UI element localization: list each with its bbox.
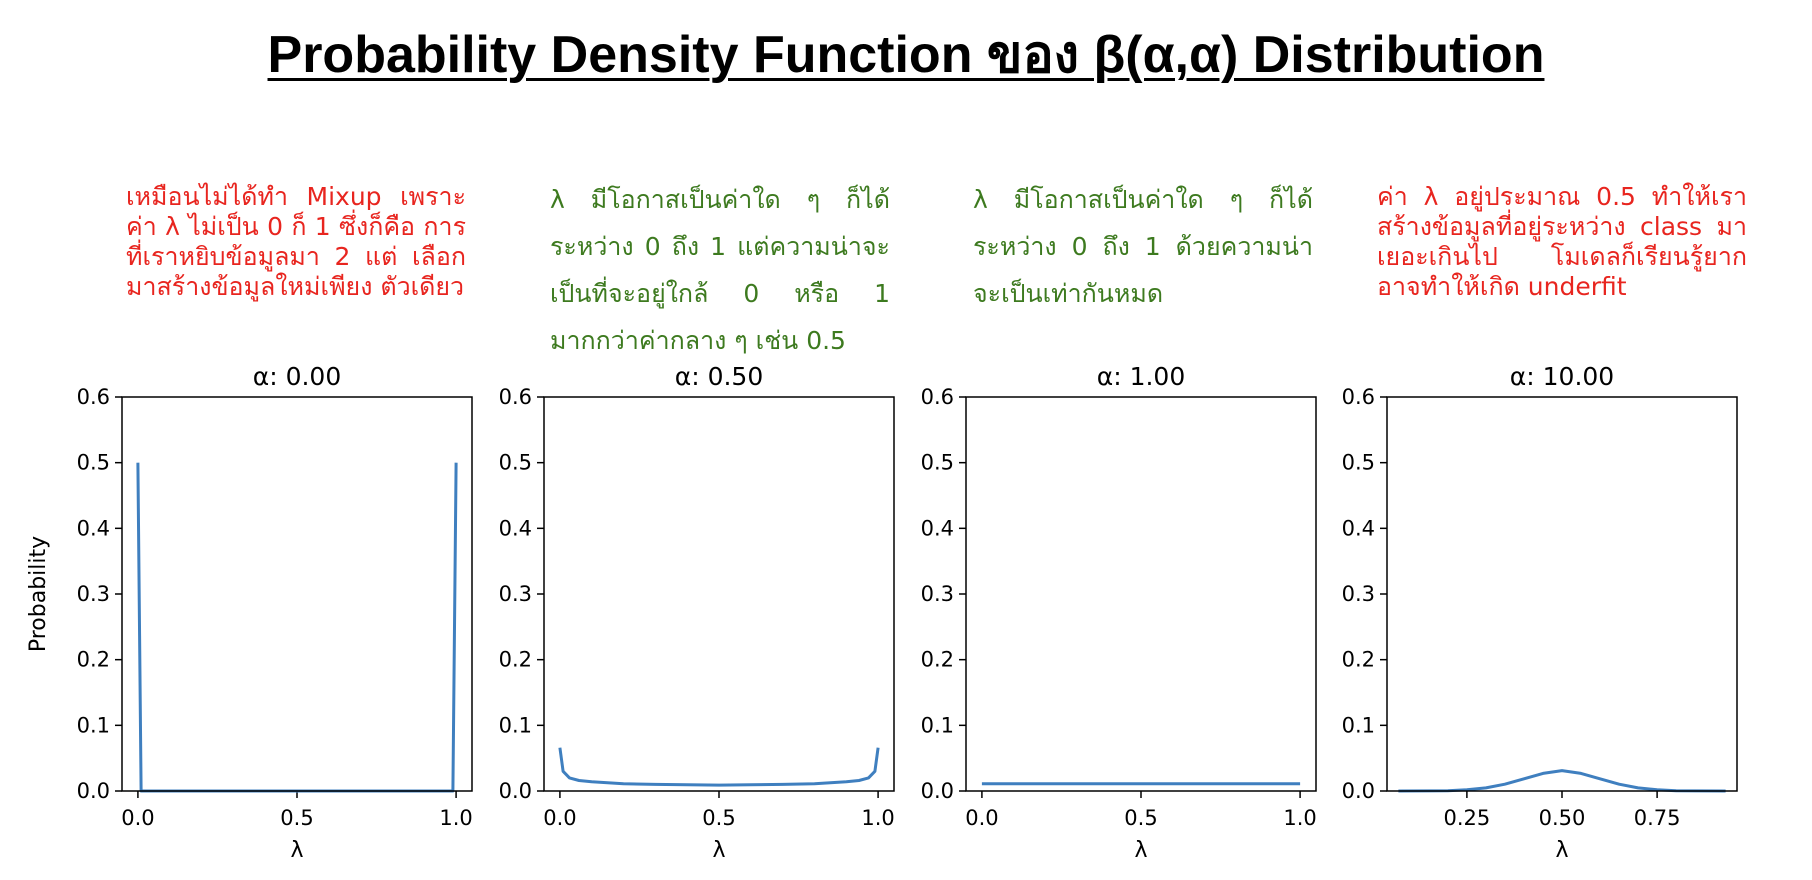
y-tick-label: 0.4 bbox=[921, 516, 954, 540]
series-line bbox=[1398, 769, 1726, 793]
y-tick-label: 0.5 bbox=[1342, 451, 1375, 475]
y-tick-label: 0.6 bbox=[77, 385, 110, 409]
x-tick-label: 1.0 bbox=[861, 806, 894, 830]
annotation-alpha-0: เหมือนไม่ได้ทำ Mixup เพราะ ค่า λ ไม่เป็น… bbox=[126, 182, 466, 301]
y-tick-label: 0.6 bbox=[499, 385, 532, 409]
y-tick-label: 0.3 bbox=[921, 582, 954, 606]
page-title-text: Probability Density Function ของ β(α,α) … bbox=[267, 26, 1545, 84]
chart-title: α: 0.00 bbox=[253, 362, 342, 391]
y-tick-label: 0.0 bbox=[1342, 779, 1375, 803]
plot-frame bbox=[121, 396, 473, 792]
y-tick-label: 0.6 bbox=[1342, 385, 1375, 409]
plot-frame bbox=[965, 396, 1317, 792]
x-tick-label: 1.0 bbox=[1283, 806, 1316, 830]
x-axis-label: λ bbox=[1555, 838, 1568, 863]
y-tick-label: 0.0 bbox=[499, 779, 532, 803]
y-axis-label: Probability bbox=[26, 536, 51, 652]
annotation-alpha-1: λ มีโอกาสเป็นค่าใด ๆ ก็ได้ ระหว่าง 0 ถึง… bbox=[973, 185, 1313, 308]
series-line bbox=[558, 747, 880, 787]
x-tick-label: 0.5 bbox=[1124, 806, 1157, 830]
chart-panel-0: α: 0.00 0.0 0.1 0.2 0.3 0.4 0.5 0.6 0.0 0.5 1.0 λ Pr… bbox=[26, 362, 473, 863]
y-tick-label: 0.4 bbox=[1342, 516, 1375, 540]
y-tick-label: 0.3 bbox=[499, 582, 532, 606]
x-tick-label: 0.25 bbox=[1444, 806, 1491, 830]
x-tick-label: 0.75 bbox=[1634, 806, 1681, 830]
y-tick-label: 0.3 bbox=[1342, 582, 1375, 606]
x-tick-label: 0.5 bbox=[280, 806, 313, 830]
y-tick-label: 0.2 bbox=[921, 648, 954, 672]
y-tick-label: 0.1 bbox=[77, 713, 110, 737]
x-tick-label: 0.5 bbox=[702, 806, 735, 830]
y-tick-label: 0.2 bbox=[1342, 648, 1375, 672]
y-tick-label: 0.0 bbox=[77, 779, 110, 803]
chart-title: α: 0.50 bbox=[675, 362, 764, 391]
chart-title: α: 10.00 bbox=[1510, 362, 1614, 391]
y-tick-label: 0.5 bbox=[77, 451, 110, 475]
x-tick-label: 0.50 bbox=[1539, 806, 1586, 830]
plot-frame bbox=[1386, 396, 1738, 792]
y-tick-label: 0.5 bbox=[921, 451, 954, 475]
x-tick-label: 1.0 bbox=[439, 806, 472, 830]
y-tick-label: 0.4 bbox=[499, 516, 532, 540]
y-tick-label: 0.1 bbox=[1342, 713, 1375, 737]
x-tick-label: 0.0 bbox=[543, 806, 576, 830]
chart-panel-3: α: 10.00 0.0 0.1 0.2 0.3 0.4 0.5 0.6 0.25 0.50 0.7… bbox=[1342, 362, 1738, 863]
y-tick-label: 0.2 bbox=[77, 648, 110, 672]
y-tick-label: 0.1 bbox=[499, 713, 532, 737]
x-axis-label: λ bbox=[290, 838, 303, 863]
y-tick-label: 0.0 bbox=[921, 779, 954, 803]
chart-title: α: 1.00 bbox=[1097, 362, 1186, 391]
y-tick-label: 0.4 bbox=[77, 516, 110, 540]
annotation-alpha-10: ค่า λ อยู่ประมาณ 0.5 ทำให้เรา สร้างข้อมู… bbox=[1377, 182, 1747, 301]
y-tick-label: 0.5 bbox=[499, 451, 532, 475]
annotation-alpha-0-5: λ มีโอกาสเป็นค่าใด ๆ ก็ได้ ระหว่าง 0 ถึง… bbox=[550, 185, 890, 355]
chart-panel-2: α: 1.00 0.0 0.1 0.2 0.3 0.4 0.5 0.6 0.0 0.5 1.0 λ bbox=[921, 362, 1317, 863]
x-tick-label: 0.0 bbox=[121, 806, 154, 830]
y-tick-label: 0.1 bbox=[921, 713, 954, 737]
chart-panel-1: α: 0.50 0.0 0.1 0.2 0.3 0.4 0.5 0.6 0.0 0.5 1.0 λ bbox=[499, 362, 895, 863]
series-line bbox=[136, 462, 458, 793]
y-tick-label: 0.3 bbox=[77, 582, 110, 606]
plot-frame bbox=[543, 396, 895, 792]
x-axis-label: λ bbox=[712, 838, 725, 863]
y-tick-label: 0.2 bbox=[499, 648, 532, 672]
page-title: Probability Density Function ของ β(α,α) … bbox=[0, 12, 1812, 95]
x-tick-label: 0.0 bbox=[965, 806, 998, 830]
x-axis-label: λ bbox=[1134, 838, 1147, 863]
y-tick-label: 0.6 bbox=[921, 385, 954, 409]
